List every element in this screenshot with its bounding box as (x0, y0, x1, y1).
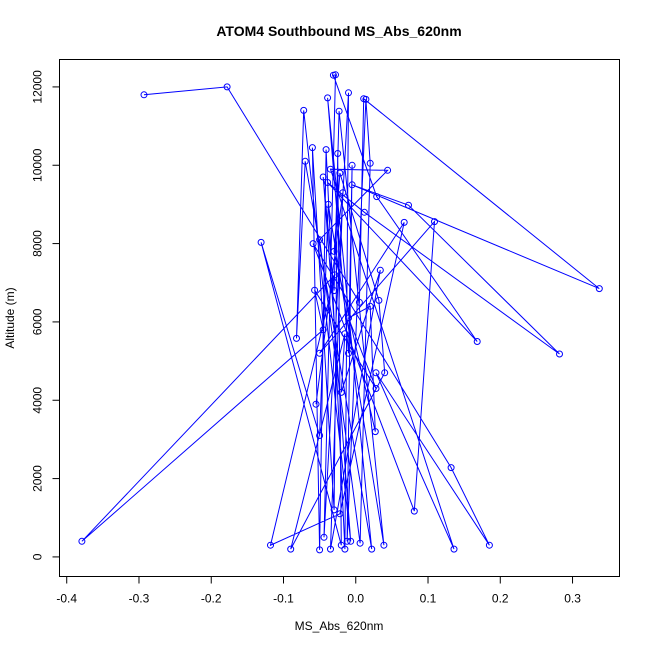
data-point (400, 218, 408, 226)
data-point (431, 218, 438, 226)
data-point (337, 388, 345, 396)
x-axis: -0.4 -0.3 -0.2 -0.1 0.0 0.1 0.2 0.3 (56, 576, 581, 606)
data-point (300, 106, 308, 114)
data-point (309, 240, 317, 248)
data-point (366, 159, 374, 167)
data-point (301, 157, 309, 165)
data-point (366, 302, 374, 310)
data-point (384, 166, 392, 174)
y-axis: 0 2000 4000 6000 8000 10000 12000 (31, 70, 60, 560)
x-tick-label: -0.2 (201, 592, 222, 606)
data-point (337, 541, 345, 549)
data-point (78, 537, 86, 545)
x-tick-label: 0.3 (564, 592, 581, 606)
data-point (375, 296, 383, 304)
data-point (311, 286, 319, 294)
y-tick-label: 10000 (31, 148, 45, 182)
y-tick-label: 4000 (31, 387, 45, 414)
y-tick-label: 0 (31, 553, 45, 560)
x-tick-label: 0.0 (347, 592, 364, 606)
data-point (312, 400, 320, 408)
data-point (316, 432, 324, 439)
data-point (320, 533, 328, 541)
data-point (345, 314, 352, 322)
data-point (335, 107, 343, 115)
data-point (319, 173, 327, 181)
data-point (371, 428, 379, 436)
data-point (324, 200, 332, 208)
data-point (348, 181, 356, 189)
y-tick-label: 12000 (31, 70, 45, 104)
data-point (368, 545, 376, 553)
data-point (327, 165, 334, 173)
data-point (334, 150, 342, 157)
x-tick-label: 0.2 (492, 592, 509, 606)
y-tick-label: 2000 (31, 465, 45, 492)
data-point (330, 287, 338, 295)
series-line (81, 74, 600, 550)
data-point (345, 89, 352, 97)
data-point (327, 545, 334, 553)
data-point (450, 545, 458, 553)
data-point (381, 369, 389, 377)
data-point (339, 189, 347, 197)
data-point (447, 464, 455, 472)
data-point (319, 326, 327, 334)
x-axis-label: MS_Abs_620nm (295, 619, 384, 633)
data-point (324, 179, 332, 186)
data-point (330, 247, 338, 255)
data-point (372, 369, 380, 377)
y-axis-label: Altitude (m) (3, 287, 17, 348)
data-point (595, 285, 603, 293)
data-point (373, 193, 381, 201)
data-point (348, 161, 356, 169)
data-point (287, 545, 295, 553)
data-point (362, 95, 370, 103)
data-point (347, 537, 355, 545)
data-point (485, 541, 493, 549)
data-point (341, 330, 349, 338)
data-point (332, 71, 339, 79)
data-point (293, 334, 300, 342)
data-point (308, 144, 316, 152)
data-point (410, 507, 418, 515)
data-point (341, 545, 349, 553)
data-point (372, 385, 380, 392)
data-point (336, 510, 344, 518)
y-tick-label: 6000 (31, 308, 45, 335)
data-point (556, 350, 563, 358)
x-tick-label: -0.4 (56, 592, 77, 606)
x-tick-label: -0.3 (129, 592, 150, 606)
chart-title: ATOM4 Southbound MS_Abs_620nm (216, 23, 461, 39)
data-point (331, 271, 339, 279)
data-point (473, 338, 481, 345)
data-point (330, 506, 338, 514)
data-point (356, 539, 364, 547)
data-point (316, 236, 324, 244)
data-point (140, 91, 148, 99)
data-point (355, 298, 363, 306)
data-point (316, 349, 324, 357)
data-point (343, 537, 351, 545)
data-point (324, 94, 332, 102)
data-point (316, 546, 324, 554)
x-tick-label: 0.1 (420, 592, 437, 606)
data-point (267, 541, 274, 549)
data-point (405, 201, 412, 209)
data-point (376, 266, 384, 274)
y-tick-label: 8000 (31, 230, 45, 257)
data-point (223, 83, 231, 91)
data-point (322, 146, 330, 154)
data-point (257, 238, 265, 246)
x-tick-label: -0.1 (273, 592, 294, 606)
data-point (345, 349, 352, 357)
series-points (78, 71, 603, 554)
data-point (360, 208, 368, 216)
data-point (336, 169, 344, 177)
series-path (81, 74, 600, 550)
data-point (380, 541, 388, 549)
